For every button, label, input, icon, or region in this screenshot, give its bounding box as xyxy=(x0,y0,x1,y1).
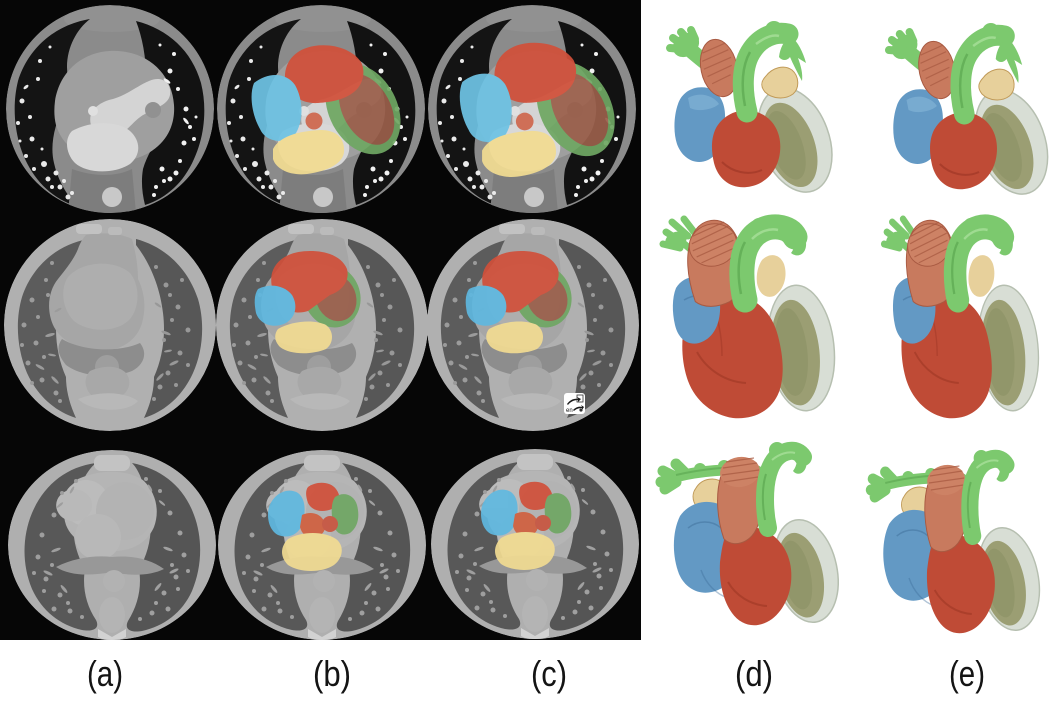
svg-text:(e): (e) xyxy=(949,653,985,694)
svg-text:(b): (b) xyxy=(313,653,351,694)
svg-text:en: en xyxy=(566,408,573,414)
svg-text:(d): (d) xyxy=(735,653,773,694)
svg-text:(c): (c) xyxy=(531,653,567,694)
svg-text:(a): (a) xyxy=(87,653,123,694)
